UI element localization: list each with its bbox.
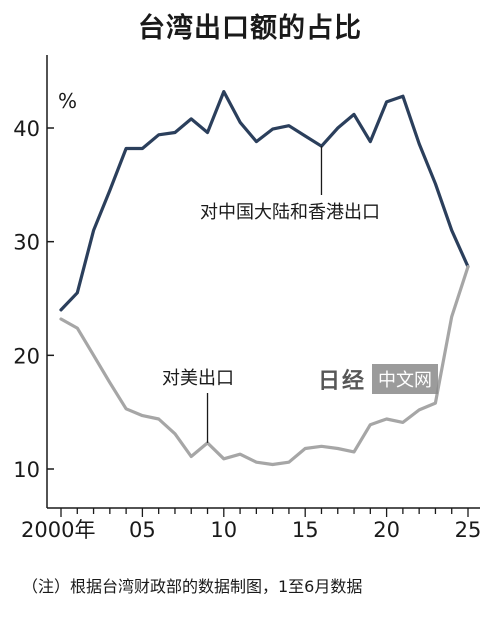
y-tick-label: 20 xyxy=(13,344,40,368)
chart-title: 台湾出口额的占比 xyxy=(138,13,362,44)
y-tick-label: 40 xyxy=(13,117,40,141)
x-tick-label: 05 xyxy=(129,518,156,542)
nikkei-watermark: 日经 中文网 xyxy=(312,364,439,394)
watermark-box: 中文网 xyxy=(372,364,439,394)
x-tick-label: 20 xyxy=(373,518,400,542)
chart-note: （注）根据台湾财政部的数据制图，1至6月数据 xyxy=(22,577,363,596)
chart-series xyxy=(59,89,470,467)
x-tick-label: 25 xyxy=(455,518,482,542)
china-hk-series-label: 对中国大陆和香港出口 xyxy=(200,202,380,223)
x-tick-label: 2000年 xyxy=(21,518,95,542)
x-tick-label: 10 xyxy=(210,518,237,542)
x-tick-label: 15 xyxy=(292,518,319,542)
y-tick-label: 10 xyxy=(13,458,40,482)
us-series-label: 对美出口 xyxy=(162,368,234,389)
china-hk-series-line xyxy=(59,89,470,312)
y-axis-unit: % xyxy=(58,89,77,113)
chart-axes: 10 20 30 40% 2000年 05 10 15 20 25 xyxy=(13,55,481,542)
watermark-logo: 日经 xyxy=(318,368,367,394)
us-series-line xyxy=(59,265,470,467)
y-tick-label: 30 xyxy=(13,231,40,255)
chart-annotations: 对中国大陆和香港出口 对美出口 xyxy=(162,146,380,443)
